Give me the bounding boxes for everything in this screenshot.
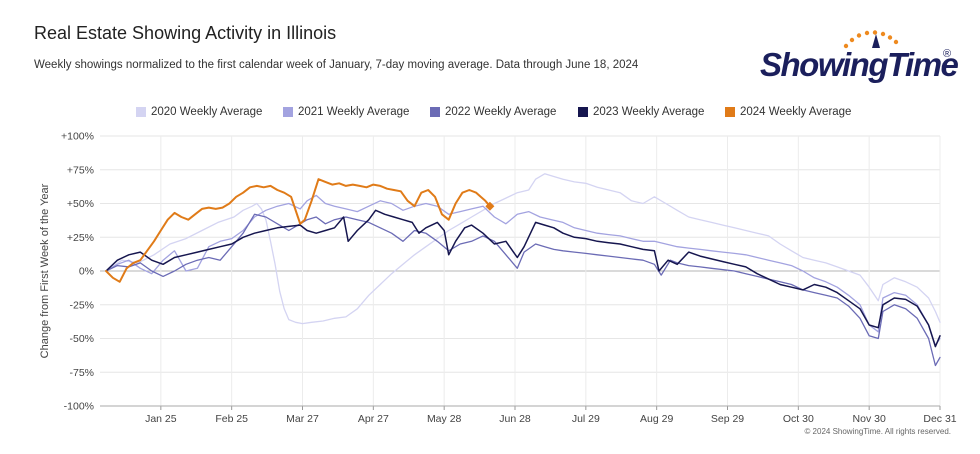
legend-swatch [578,107,588,117]
x-tick-label: Mar 27 [286,413,319,425]
x-tick-label: Nov 30 [853,413,886,425]
legend-item[interactable]: 2020 Weekly Average [136,106,262,118]
y-tick-label: +25% [67,232,94,244]
legend-label: 2024 Weekly Average [740,106,852,118]
x-tick-label: Dec 31 [923,413,956,425]
legend-swatch [136,107,146,117]
chart-title: Real Estate Showing Activity in Illinois [34,23,337,43]
x-tick-label: Oct 30 [783,413,814,425]
x-tick-label: Apr 27 [358,413,389,425]
x-tick-label: May 28 [427,413,462,425]
legend-item[interactable]: 2024 Weekly Average [725,106,851,118]
legend-label: 2021 Weekly Average [298,106,410,118]
y-tick-label: +50% [67,198,94,210]
legend-item[interactable]: 2021 Weekly Average [283,106,409,118]
y-tick-label: -25% [69,299,94,311]
series-line-4 [105,209,941,348]
x-tick-label: Jul 29 [572,413,600,425]
y-tick-label: +100% [61,131,94,143]
legend-swatch [283,107,293,117]
series-line-5 [105,178,491,283]
chart-subtitle: Weekly showings normalized to the first … [34,59,639,71]
y-tick-label: -50% [69,333,94,345]
series-line-1 [105,173,941,325]
y-axis-title: Change from First Week of the Year [39,183,51,358]
logo-wordmark: ShowingTime [760,46,959,83]
legend-label: 2022 Weekly Average [445,106,557,118]
legend-label: 2020 Weekly Average [151,106,263,118]
x-tick-label: Jun 28 [499,413,531,425]
legend-item[interactable]: 2023 Weekly Average [578,106,704,118]
logo-registered-mark: ® [943,48,952,60]
legend-label: 2023 Weekly Average [593,106,705,118]
logo-burst-icon [843,30,899,49]
series-end-marker [485,201,495,211]
copyright-notice: © 2024 ShowingTime. All rights reserved. [804,427,951,436]
y-tick-label: -75% [69,367,94,379]
chart-legend: 2020 Weekly Average 2021 Weekly Average 20… [0,106,980,124]
x-tick-label: Jan 25 [145,413,177,425]
y-tick-label: -100% [64,401,94,413]
x-tick-label: Feb 25 [215,413,248,425]
y-tick-label: 0% [79,266,94,278]
y-tick-label: +75% [67,164,94,176]
series-line-3 [105,213,941,367]
legend-item[interactable]: 2022 Weekly Average [430,106,556,118]
showingtime-logo: ShowingTime ® [760,28,959,88]
x-tick-label: Sep 29 [711,413,744,425]
legend-swatch [725,107,735,117]
legend-swatch [430,107,440,117]
x-tick-label: Aug 29 [640,413,673,425]
